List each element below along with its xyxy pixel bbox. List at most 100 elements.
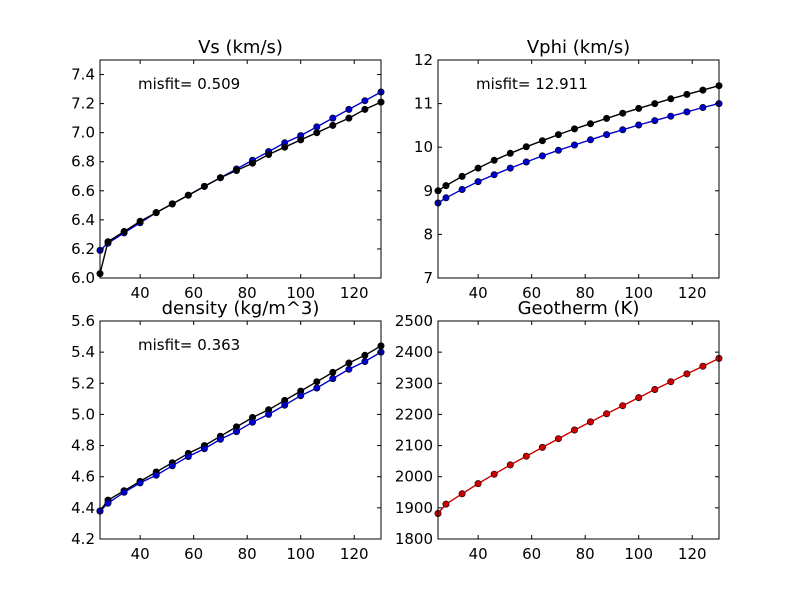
data-point <box>136 479 144 487</box>
data-point <box>554 131 562 139</box>
subplot-3: density (kg/m^3) 40 60 80 100 120 4.2 4.4 4.6 4.8… <box>71 298 385 563</box>
y-tick-label: 9 <box>423 182 433 200</box>
data-point <box>313 378 321 386</box>
data-point <box>345 359 353 367</box>
axes-frame <box>99 320 382 540</box>
data-point <box>458 490 466 498</box>
data-point <box>442 194 450 202</box>
subplot-4: Geotherm (K) 40 60 80 100 120 1800 1900 2000 2100… <box>395 298 723 563</box>
y-tick-label: 12 <box>414 51 433 69</box>
y-tick-label: 5.0 <box>71 405 95 423</box>
subplot-2: Vphi (km/s) 40 60 80 100 120 7 8 9 10 11 12 misfit= … <box>414 37 723 302</box>
data-point <box>635 394 643 402</box>
data-point <box>216 435 224 443</box>
y-tick-label: 1800 <box>395 530 433 548</box>
series-line <box>437 357 720 514</box>
data-point <box>361 105 369 113</box>
data-point <box>683 90 691 98</box>
series-line <box>437 85 720 192</box>
data-point <box>635 104 643 112</box>
data-point <box>345 114 353 122</box>
y-tick-label: 5.2 <box>71 374 95 392</box>
data-point <box>538 137 546 145</box>
data-point <box>200 182 208 190</box>
data-point <box>651 117 659 125</box>
x-tick-label: 60 <box>184 284 203 302</box>
data-point <box>458 186 466 194</box>
y-tick-label: 6.0 <box>71 269 95 287</box>
y-tick-label: 2300 <box>395 374 433 392</box>
data-point <box>522 452 530 460</box>
data-point <box>619 126 627 134</box>
data-point <box>184 452 192 460</box>
data-point <box>490 470 498 478</box>
subplot-title: Vs (km/s) <box>198 37 283 58</box>
data-point <box>603 131 611 139</box>
data-point <box>329 375 337 383</box>
x-tick-label: 100 <box>286 545 315 563</box>
y-tick-label: 7 <box>423 269 433 287</box>
data-point <box>570 141 578 149</box>
data-point <box>249 159 257 167</box>
data-point <box>329 368 337 376</box>
data-point <box>136 217 144 225</box>
y-tick-label: 2100 <box>395 437 433 455</box>
x-tick-label: 40 <box>131 284 150 302</box>
data-point <box>361 351 369 359</box>
data-point <box>104 238 112 246</box>
data-point <box>281 401 289 409</box>
data-point <box>168 462 176 470</box>
y-tick-label: 2400 <box>395 343 433 361</box>
x-tick-label: 120 <box>340 284 369 302</box>
data-point <box>667 378 675 386</box>
data-point <box>313 129 321 137</box>
data-point <box>490 171 498 179</box>
data-point <box>570 426 578 434</box>
x-tick-label: 60 <box>522 284 541 302</box>
data-point <box>699 86 707 94</box>
data-point <box>458 172 466 180</box>
misfit-annotation: misfit= 0.363 <box>138 336 240 354</box>
x-tick-label: 80 <box>576 284 595 302</box>
y-tick-label: 4.8 <box>71 437 95 455</box>
data-point <box>474 480 482 488</box>
x-tick-label: 80 <box>576 545 595 563</box>
axes-frame <box>437 320 720 540</box>
series-line <box>437 102 720 204</box>
y-tick-label: 2200 <box>395 405 433 423</box>
x-tick-label: 80 <box>238 284 257 302</box>
data-point <box>200 445 208 453</box>
x-tick-label: 120 <box>678 545 707 563</box>
data-point <box>651 385 659 393</box>
data-point <box>297 392 305 400</box>
data-point <box>683 108 691 116</box>
data-point <box>474 164 482 172</box>
x-tick-label: 40 <box>131 545 150 563</box>
y-tick-label: 6.4 <box>71 211 95 229</box>
data-point <box>522 143 530 151</box>
x-tick-label: 40 <box>469 545 488 563</box>
axes-frame <box>437 59 720 279</box>
data-point <box>233 167 241 175</box>
data-point <box>313 123 321 131</box>
x-tick-label: 80 <box>238 545 257 563</box>
data-point <box>554 146 562 154</box>
series-line <box>99 101 382 274</box>
data-point <box>506 461 514 469</box>
data-point <box>699 104 707 112</box>
axes-frame <box>99 59 382 279</box>
data-point <box>570 125 578 133</box>
x-tick-label: 40 <box>469 284 488 302</box>
data-point <box>635 121 643 129</box>
y-tick-label: 2000 <box>395 468 433 486</box>
y-tick-label: 4.2 <box>71 530 95 548</box>
data-point <box>586 136 594 144</box>
y-tick-label: 7.2 <box>71 95 95 113</box>
data-point <box>683 370 691 378</box>
data-point <box>297 136 305 144</box>
x-tick-label: 120 <box>340 545 369 563</box>
x-tick-label: 60 <box>522 545 541 563</box>
series-line <box>99 91 382 251</box>
y-tick-label: 7.0 <box>71 124 95 142</box>
